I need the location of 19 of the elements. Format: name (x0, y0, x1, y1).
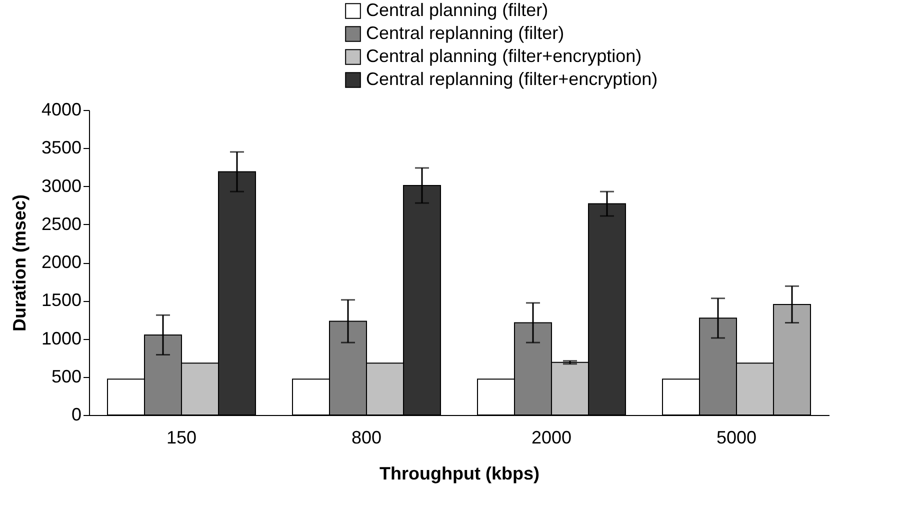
y-tick-label: 4000 (41, 100, 82, 120)
y-tick-label: 3500 (41, 138, 82, 158)
x-tick-label: 5000 (716, 428, 757, 448)
legend-label: Central replanning (filter) (366, 23, 564, 43)
y-axis-title: Duration (msec) (9, 194, 30, 332)
y-tick-label: 500 (51, 366, 82, 386)
legend-label: Central planning (filter+encryption) (366, 46, 642, 66)
legend-label: Central planning (filter) (366, 0, 548, 20)
y-tick-label: 3000 (41, 176, 82, 196)
x-axis-title: Throughput (kbps) (380, 464, 540, 484)
x-tick-label: 800 (351, 428, 382, 448)
y-tick-label: 1500 (41, 290, 82, 310)
y-tick-label: 2000 (41, 252, 82, 272)
x-tick-label: 2000 (531, 428, 572, 448)
y-tick-label: 0 (71, 404, 82, 424)
legend-label: Central replanning (filter+encryption) (366, 69, 658, 89)
y-tick-label: 1000 (41, 328, 82, 348)
y-tick-label: 2500 (41, 214, 82, 234)
x-tick-label: 150 (166, 428, 197, 448)
